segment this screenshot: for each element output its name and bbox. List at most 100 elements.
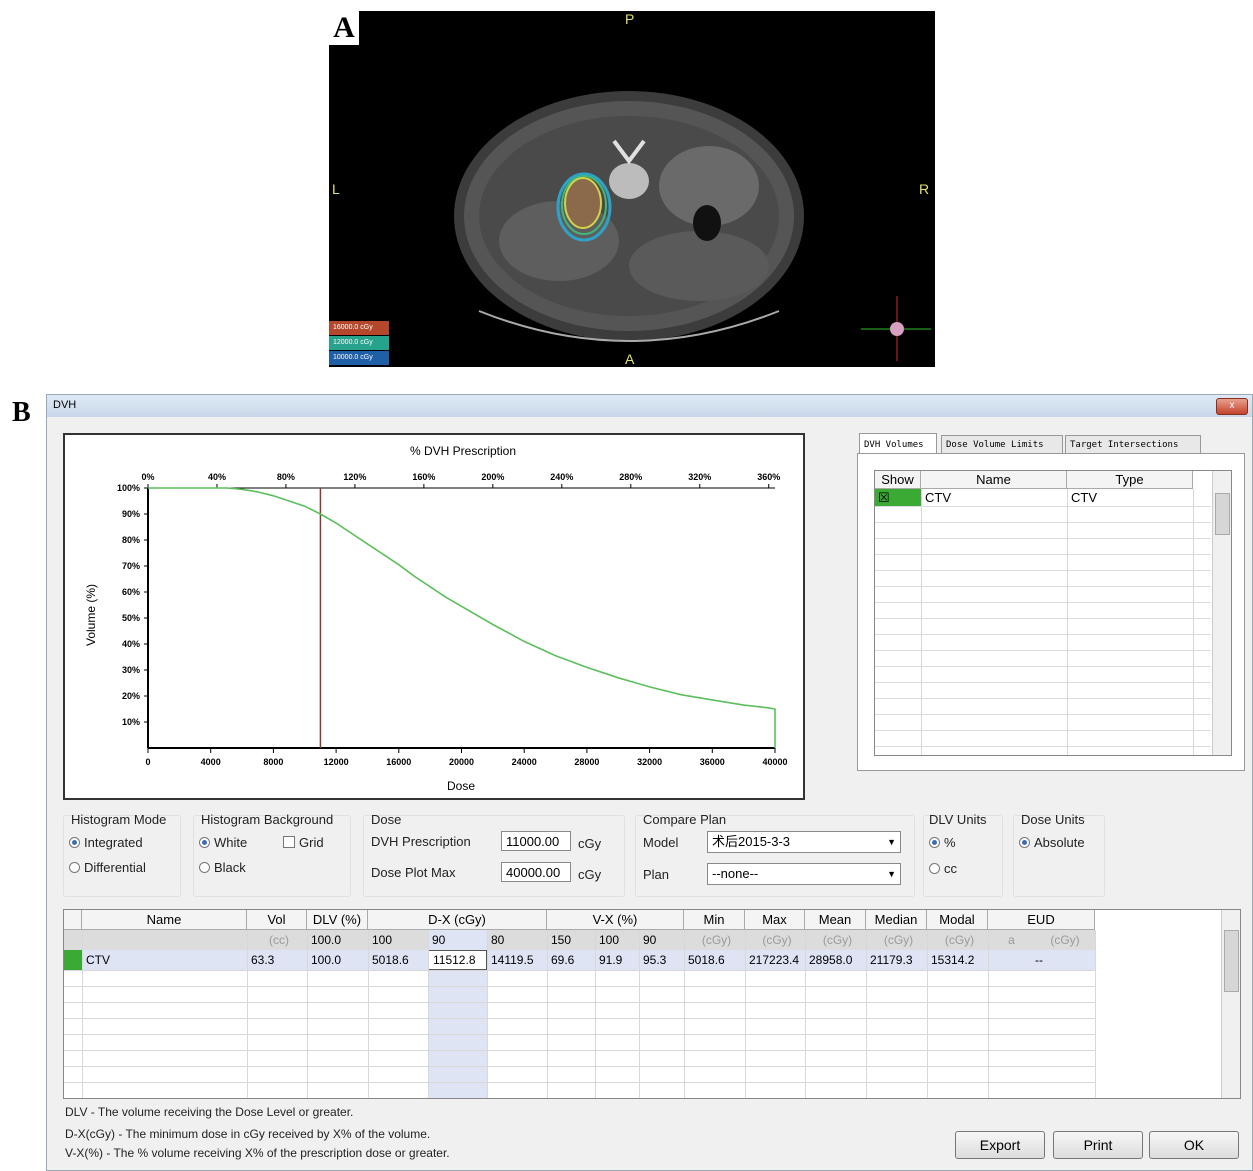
volumes-panel: Show Name Type ☒ CTV CTV	[857, 453, 1245, 771]
subheader-cell: 100.0	[311, 933, 342, 947]
ctv-row-cell[interactable]: 91.9	[599, 953, 623, 967]
subheader-cell: a	[1008, 933, 1015, 947]
radio-absolute[interactable]: Absolute	[1019, 835, 1085, 850]
radio-white[interactable]: White	[199, 835, 247, 850]
ctv-row-cell[interactable]: 5018.6	[372, 953, 409, 967]
dose-plot-max-input[interactable]: 40000.00	[501, 862, 571, 882]
tab-dose-volume-limits[interactable]: Dose Volume Limits	[941, 435, 1063, 453]
table-grid-line	[64, 970, 1095, 971]
model-select[interactable]: 术后2015-3-3 ▼	[707, 831, 901, 853]
ctv-row-cell[interactable]: 63.3	[251, 953, 275, 967]
volume-name[interactable]: CTV	[925, 490, 951, 505]
col-vol[interactable]: Vol	[247, 910, 307, 930]
col-show[interactable]: Show	[875, 471, 921, 489]
col-name[interactable]: Name	[921, 471, 1067, 489]
table-grid-line	[64, 1018, 1095, 1019]
x-tick-label: 36000	[700, 757, 725, 767]
close-button[interactable]: x	[1216, 398, 1248, 415]
radio-dot	[199, 862, 210, 873]
model-select-value: 术后2015-3-3	[712, 834, 791, 849]
plan-select[interactable]: --none-- ▼	[707, 863, 901, 885]
title-bar: DVH x	[47, 395, 1252, 417]
dose-legend-16000: 16000.0 cGy	[329, 321, 389, 335]
table-grid-line	[988, 930, 989, 1098]
radio-integrated[interactable]: Integrated	[69, 835, 143, 850]
col-dx[interactable]: D-X (cGy)	[368, 910, 547, 930]
radio-dlv-percent[interactable]: %	[929, 835, 956, 850]
radio-black[interactable]: Black	[199, 860, 246, 875]
table-grid-line	[745, 930, 746, 1098]
dlv-units-label: DLV Units	[929, 812, 987, 827]
ctv-row-cell[interactable]: 15314.2	[931, 953, 975, 967]
top-tick-label: 280%	[619, 472, 642, 482]
ok-button[interactable]: OK	[1149, 1131, 1239, 1159]
subheader-row	[64, 930, 1095, 950]
col-dlv[interactable]: DLV (%)	[307, 910, 368, 930]
orientation-right: R	[919, 181, 930, 197]
top-tick-label: 80%	[277, 472, 295, 482]
col-min[interactable]: Min	[684, 910, 745, 930]
vol-row-line	[875, 522, 1211, 523]
col-median[interactable]: Median	[866, 910, 927, 930]
stats-scrollbar[interactable]	[1221, 910, 1240, 1098]
window-title: DVH	[53, 399, 77, 411]
dropdown-arrow-icon: ▼	[887, 869, 896, 879]
radio-white-label: White	[214, 835, 248, 850]
table-grid-line	[595, 930, 596, 1098]
subheader-cell: (cc)	[269, 933, 289, 947]
y-tick-label: 50%	[122, 613, 140, 623]
x-tick-label: 0	[145, 757, 150, 767]
dvh-curve-ctv	[148, 487, 776, 748]
tab-dvh-volumes[interactable]: DVH Volumes	[859, 433, 937, 453]
print-button[interactable]: Print	[1053, 1131, 1143, 1159]
ctv-row-cell[interactable]: 28958.0	[809, 953, 853, 967]
ctv-row-cell[interactable]: 11512.8	[428, 950, 487, 970]
ctv-row-cell[interactable]: CTV	[86, 953, 110, 967]
vol-row-line	[875, 666, 1211, 667]
col-vx[interactable]: V-X (%)	[547, 910, 684, 930]
vol-grid-line	[1067, 489, 1068, 755]
ct-image-panel: A P L R A 16000.0 cGy 12000.0 cGy 10000.…	[329, 11, 935, 367]
volumes-scrollbar[interactable]	[1212, 471, 1231, 755]
show-checkbox[interactable]: ☒	[878, 490, 890, 505]
scroll-thumb[interactable]	[1224, 930, 1239, 992]
table-grid-line	[247, 930, 248, 1098]
top-tick-label: 120%	[343, 472, 366, 482]
ctv-row-cell[interactable]: 217223.4	[749, 953, 800, 967]
table-grid-line	[547, 930, 548, 1098]
col-max[interactable]: Max	[745, 910, 805, 930]
ctv-row-cell[interactable]: --	[1035, 953, 1043, 967]
ctv-row-cell[interactable]: 69.6	[551, 953, 575, 967]
radio-differential[interactable]: Differential	[69, 860, 146, 875]
col-eud[interactable]: EUD	[988, 910, 1095, 930]
col-name[interactable]: Name	[82, 910, 247, 930]
subheader-cell: 90	[643, 933, 657, 947]
y-tick-label: 20%	[122, 691, 140, 701]
ctv-row-cell[interactable]: 5018.6	[688, 953, 725, 967]
ctv-row-highlight	[64, 950, 1095, 970]
show-cell: ☒	[875, 489, 921, 506]
ctv-color-swatch	[64, 950, 82, 970]
grid-checkbox[interactable]: Grid	[283, 835, 324, 850]
col-mean[interactable]: Mean	[805, 910, 866, 930]
x-axis-label: Dose	[447, 779, 475, 793]
ctv-row-cell[interactable]: 21179.3	[870, 953, 913, 967]
export-button[interactable]: Export	[955, 1131, 1045, 1159]
vol-row-line	[875, 554, 1211, 555]
tab-strip: DVH Volumes Dose Volume Limits Target In…	[859, 433, 1245, 453]
vol-row-line	[875, 730, 1211, 731]
x-tick-label: 24000	[512, 757, 537, 767]
dvh-prescription-input[interactable]: 11000.00	[501, 831, 571, 851]
ctv-row-cell[interactable]: 95.3	[643, 953, 667, 967]
scroll-thumb[interactable]	[1215, 493, 1230, 535]
orientation-bottom: A	[625, 351, 635, 367]
col-modal[interactable]: Modal	[927, 910, 988, 930]
col-type[interactable]: Type	[1067, 471, 1193, 489]
tab-target-intersections[interactable]: Target Intersections	[1065, 435, 1201, 453]
ctv-row-cell[interactable]: 100.0	[311, 953, 342, 967]
ctv-row-cell[interactable]	[988, 950, 1031, 970]
vol-grid-line	[921, 489, 922, 755]
radio-dlv-cc[interactable]: cc	[929, 861, 957, 876]
orientation-top: P	[625, 11, 635, 27]
ctv-row-cell[interactable]: 14119.5	[491, 953, 534, 967]
